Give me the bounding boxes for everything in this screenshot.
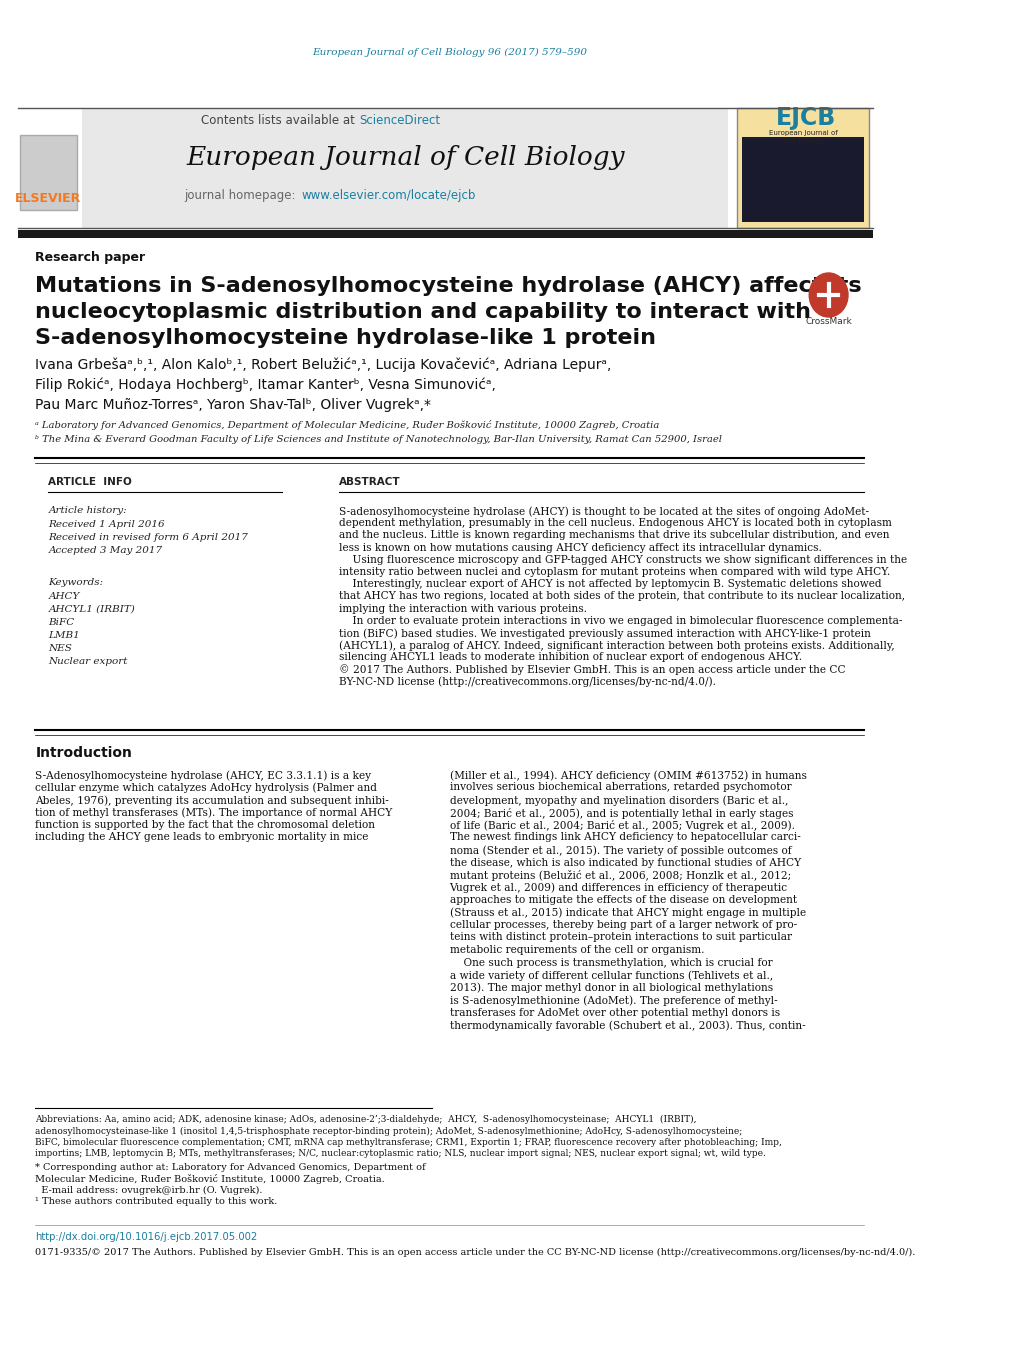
Text: CrossMark: CrossMark (804, 317, 851, 327)
Text: silencing AHCYL1 leads to moderate inhibition of nuclear export of endogenous AH: silencing AHCYL1 leads to moderate inhib… (339, 653, 802, 662)
Text: E-mail address: ovugrek@irb.hr (O. Vugrek).: E-mail address: ovugrek@irb.hr (O. Vugre… (36, 1186, 263, 1196)
Text: S-Adenosylhomocysteine hydrolase (AHCY, EC 3.3.1.1) is a key: S-Adenosylhomocysteine hydrolase (AHCY, … (36, 770, 371, 781)
Text: importins; LMB, leptomycin B; MTs, methyltransferases; N/C, nuclear:cytoplasmic : importins; LMB, leptomycin B; MTs, methy… (36, 1150, 765, 1159)
Text: AHCYL1 (IRBIT): AHCYL1 (IRBIT) (49, 605, 136, 613)
FancyBboxPatch shape (82, 108, 728, 228)
FancyBboxPatch shape (20, 135, 76, 209)
Text: S-adenosylhomocysteine hydrolase (AHCY) is thought to be located at the sites of: S-adenosylhomocysteine hydrolase (AHCY) … (339, 507, 868, 516)
Text: 2013). The major methyl donor in all biological methylations: 2013). The major methyl donor in all bio… (449, 982, 772, 993)
Text: * Corresponding author at: Laboratory for Advanced Genomics, Department of: * Corresponding author at: Laboratory fo… (36, 1163, 426, 1173)
Text: including the AHCY gene leads to embryonic mortality in mice: including the AHCY gene leads to embryon… (36, 832, 368, 843)
Text: less is known on how mutations causing AHCY deficiency affect its intracellular : less is known on how mutations causing A… (339, 543, 821, 553)
Text: ARTICLE  INFO: ARTICLE INFO (49, 477, 132, 486)
Text: BiFC: BiFC (49, 617, 74, 627)
Text: http://dx.doi.org/10.1016/j.ejcb.2017.05.002: http://dx.doi.org/10.1016/j.ejcb.2017.05… (36, 1232, 257, 1242)
Text: Article history:: Article history: (49, 507, 127, 515)
Text: Ivana Grbešaᵃ,ᵇ,¹, Alon Kaloᵇ,¹, Robert Belužićᵃ,¹, Lucija Kovačevićᵃ, Adriana L: Ivana Grbešaᵃ,ᵇ,¹, Alon Kaloᵇ,¹, Robert … (36, 358, 611, 373)
Text: intensity ratio between nuclei and cytoplasm for mutant proteins when compared w: intensity ratio between nuclei and cytop… (339, 567, 890, 577)
Text: metabolic requirements of the cell or organism.: metabolic requirements of the cell or or… (449, 944, 703, 955)
Text: Keywords:: Keywords: (49, 578, 104, 586)
Circle shape (808, 273, 847, 317)
Text: European Journal of Cell Biology 96 (2017) 579–590: European Journal of Cell Biology 96 (201… (312, 47, 587, 57)
Text: nucleocytoplasmic distribution and capability to interact with: nucleocytoplasmic distribution and capab… (36, 303, 810, 322)
Text: tion of methyl transferases (MTs). The importance of normal AHCY: tion of methyl transferases (MTs). The i… (36, 808, 392, 819)
FancyBboxPatch shape (17, 108, 79, 228)
Text: Received 1 April 2016: Received 1 April 2016 (49, 520, 165, 530)
Text: Molecular Medicine, Ruđer Bošković Institute, 10000 Zagreb, Croatia.: Molecular Medicine, Ruđer Bošković Insti… (36, 1174, 384, 1185)
Text: Received in revised form 6 April 2017: Received in revised form 6 April 2017 (49, 534, 248, 542)
Text: European Journal of Cell Biology: European Journal of Cell Biology (186, 145, 624, 169)
Text: One such process is transmethylation, which is crucial for: One such process is transmethylation, wh… (449, 958, 771, 967)
Text: © 2017 The Authors. Published by Elsevier GmbH. This is an open access article u: © 2017 The Authors. Published by Elsevie… (339, 665, 845, 676)
Text: approaches to mitigate the effects of the disease on development: approaches to mitigate the effects of th… (449, 894, 796, 905)
Text: NES: NES (49, 644, 72, 653)
FancyBboxPatch shape (742, 136, 863, 222)
Text: teins with distinct protein–protein interactions to suit particular: teins with distinct protein–protein inte… (449, 932, 791, 943)
Text: www.elsevier.com/locate/ejcb: www.elsevier.com/locate/ejcb (302, 189, 476, 203)
Text: ᵃ Laboratory for Advanced Genomics, Department of Molecular Medicine, Ruđer Bošk: ᵃ Laboratory for Advanced Genomics, Depa… (36, 420, 659, 430)
Text: Contents lists available at: Contents lists available at (201, 113, 359, 127)
Text: BY-NC-ND license (http://creativecommons.org/licenses/by-nc-nd/4.0/).: BY-NC-ND license (http://creativecommons… (339, 677, 715, 688)
Text: involves serious biochemical aberrations, retarded psychomotor: involves serious biochemical aberrations… (449, 782, 791, 793)
Text: (AHCYL1), a paralog of AHCY. Indeed, significant interaction between both protei: (AHCYL1), a paralog of AHCY. Indeed, sig… (339, 640, 894, 651)
Text: Pau Marc Muñoz-Torresᵃ, Yaron Shav-Talᵇ, Oliver Vugrekᵃ,*: Pau Marc Muñoz-Torresᵃ, Yaron Shav-Talᵇ,… (36, 399, 431, 412)
Text: ABSTRACT: ABSTRACT (339, 477, 400, 486)
Text: dependent methylation, presumably in the cell nucleus. Endogenous AHCY is locate: dependent methylation, presumably in the… (339, 519, 892, 528)
Text: ᵇ The Mina & Everard Goodman Faculty of Life Sciences and Institute of Nanotechn: ᵇ The Mina & Everard Goodman Faculty of … (36, 435, 721, 444)
Text: cellular processes, thereby being part of a larger network of pro-: cellular processes, thereby being part o… (449, 920, 796, 929)
FancyBboxPatch shape (17, 230, 872, 238)
Text: Using fluorescence microscopy and GFP-tagged AHCY constructs we show significant: Using fluorescence microscopy and GFP-ta… (339, 555, 907, 565)
Text: adenosylhomocysteinase-like 1 (inositol 1,4,5-trisphosphate receptor-binding pro: adenosylhomocysteinase-like 1 (inositol … (36, 1127, 742, 1136)
Text: Accepted 3 May 2017: Accepted 3 May 2017 (49, 546, 162, 555)
Text: that AHCY has two regions, located at both sides of the protein, that contribute: that AHCY has two regions, located at bo… (339, 592, 905, 601)
Text: The newest findings link AHCY deficiency to hepatocellular carci-: The newest findings link AHCY deficiency… (449, 832, 800, 843)
Text: a wide variety of different cellular functions (Tehlivets et al.,: a wide variety of different cellular fun… (449, 970, 772, 981)
Text: S-adenosylhomocysteine hydrolase-like 1 protein: S-adenosylhomocysteine hydrolase-like 1 … (36, 328, 655, 349)
Text: noma (Stender et al., 2015). The variety of possible outcomes of: noma (Stender et al., 2015). The variety… (449, 844, 791, 855)
Text: mutant proteins (Belužić et al., 2006, 2008; Honzlk et al., 2012;: mutant proteins (Belužić et al., 2006, 2… (449, 870, 790, 881)
Text: Nuclear export: Nuclear export (49, 657, 127, 666)
Text: Filip Rokićᵃ, Hodaya Hochbergᵇ, Itamar Kanterᵇ, Vesna Simunovićᵃ,: Filip Rokićᵃ, Hodaya Hochbergᵇ, Itamar K… (36, 378, 495, 392)
Text: of life (Baric et al., 2004; Barić et al., 2005; Vugrek et al., 2009).: of life (Baric et al., 2004; Barić et al… (449, 820, 794, 831)
Text: Research paper: Research paper (36, 251, 146, 265)
Text: journal homepage:: journal homepage: (184, 189, 300, 203)
Text: Interestingly, nuclear export of AHCY is not affected by leptomycin B. Systemati: Interestingly, nuclear export of AHCY is… (339, 580, 881, 589)
Text: Vugrek et al., 2009) and differences in efficiency of therapeutic: Vugrek et al., 2009) and differences in … (449, 882, 787, 893)
Text: In order to evaluate protein interactions in vivo we engaged in bimolecular fluo: In order to evaluate protein interaction… (339, 616, 902, 626)
Text: ScienceDirect: ScienceDirect (359, 113, 439, 127)
Text: tion (BiFC) based studies. We investigated previously assumed interaction with A: tion (BiFC) based studies. We investigat… (339, 628, 870, 639)
Text: BiFC, bimolecular fluorescence complementation; CMT, mRNA cap methyltransferase;: BiFC, bimolecular fluorescence complemen… (36, 1138, 782, 1147)
Text: implying the interaction with various proteins.: implying the interaction with various pr… (339, 604, 587, 613)
Text: ¹ These authors contributed equally to this work.: ¹ These authors contributed equally to t… (36, 1197, 277, 1206)
Text: cellular enzyme which catalyzes AdoHcy hydrolysis (Palmer and: cellular enzyme which catalyzes AdoHcy h… (36, 782, 377, 793)
Text: function is supported by the fact that the chromosomal deletion: function is supported by the fact that t… (36, 820, 375, 830)
Text: thermodynamically favorable (Schubert et al., 2003). Thus, contin-: thermodynamically favorable (Schubert et… (449, 1020, 804, 1031)
Text: AHCY: AHCY (49, 592, 79, 601)
Text: is S-adenosylmethionine (AdoMet). The preference of methyl-: is S-adenosylmethionine (AdoMet). The pr… (449, 994, 776, 1005)
Text: the disease, which is also indicated by functional studies of AHCY: the disease, which is also indicated by … (449, 858, 800, 867)
Text: (Miller et al., 1994). AHCY deficiency (OMIM #613752) in humans: (Miller et al., 1994). AHCY deficiency (… (449, 770, 806, 781)
Text: and the nucleus. Little is known regarding mechanisms that drive its subcellular: and the nucleus. Little is known regardi… (339, 531, 889, 540)
Text: EJCB: EJCB (775, 105, 836, 130)
Text: Abbreviations: Aa, amino acid; ADK, adenosine kinase; AdOs, adenosine-2’;3-diald: Abbreviations: Aa, amino acid; ADK, aden… (36, 1115, 696, 1124)
Text: 2004; Barić et al., 2005), and is potentially lethal in early stages: 2004; Barić et al., 2005), and is potent… (449, 808, 793, 819)
Text: ELSEVIER: ELSEVIER (15, 192, 82, 204)
Text: transferases for AdoMet over other potential methyl donors is: transferases for AdoMet over other poten… (449, 1008, 779, 1017)
Text: European Journal of
Cell Biology: European Journal of Cell Biology (768, 130, 837, 143)
Text: development, myopathy and myelination disorders (Baric et al.,: development, myopathy and myelination di… (449, 794, 787, 805)
FancyBboxPatch shape (736, 108, 868, 228)
Text: Abeles, 1976), preventing its accumulation and subsequent inhibi-: Abeles, 1976), preventing its accumulati… (36, 794, 388, 805)
Text: Mutations in S-adenosylhomocysteine hydrolase (AHCY) affect its: Mutations in S-adenosylhomocysteine hydr… (36, 276, 861, 296)
Text: LMB1: LMB1 (49, 631, 81, 640)
Text: 0171-9335/© 2017 The Authors. Published by Elsevier GmbH. This is an open access: 0171-9335/© 2017 The Authors. Published … (36, 1248, 915, 1258)
Text: (Strauss et al., 2015) indicate that AHCY might engage in multiple: (Strauss et al., 2015) indicate that AHC… (449, 908, 805, 919)
Text: Introduction: Introduction (36, 746, 132, 761)
